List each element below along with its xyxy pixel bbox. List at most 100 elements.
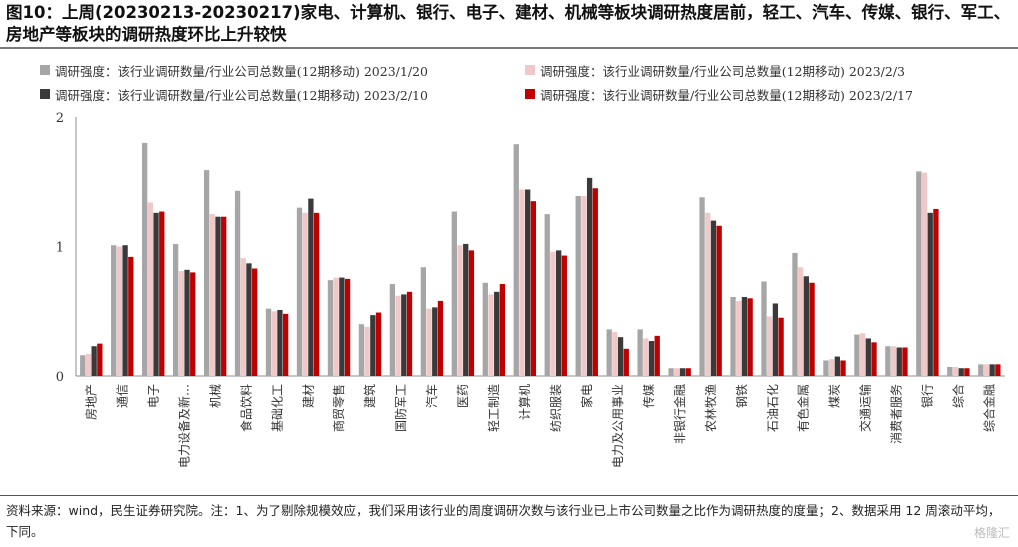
- bar-1-13: [482, 282, 488, 376]
- legend-row: 调研强度：该行业调研数量/行业公司总数量(12期移动) 2023/1/20 调研…: [40, 58, 1015, 82]
- bar-4-4: [221, 216, 227, 376]
- bar-4-3: [190, 272, 196, 376]
- bar-1-22: [761, 281, 767, 376]
- legend-swatch-series-3: [40, 89, 50, 99]
- bar-4-8: [344, 278, 351, 376]
- bar-4-0: [97, 343, 103, 376]
- bar-2-24: [828, 359, 835, 376]
- bar-2-1: [116, 246, 123, 376]
- bar-2-3: [178, 271, 184, 376]
- y-tick-label: 2: [56, 111, 64, 126]
- legend-label-series-3: 调研强度：该行业调研数量/行业公司总数量(12期移动) 2023/2/10: [55, 87, 428, 103]
- bar-2-6: [271, 311, 277, 376]
- bar-3-21: [741, 297, 748, 376]
- bar-1-11: [420, 267, 427, 376]
- bar-1-3: [172, 243, 179, 376]
- bar-2-14: [519, 189, 525, 376]
- legend-row: 调研强度：该行业调研数量/行业公司总数量(12期移动) 2023/2/10 调研…: [40, 82, 1015, 106]
- bar-2-12: [457, 245, 463, 376]
- bar-4-16: [592, 188, 598, 376]
- bar-1-18: [637, 329, 643, 376]
- bar-4-9: [375, 312, 382, 376]
- legend-swatch-series-2: [525, 65, 535, 75]
- footer-divider: [0, 495, 1018, 496]
- bar-1-29: [978, 364, 984, 376]
- bar-2-2: [147, 202, 154, 376]
- x-tick-label: 消费者服务: [889, 384, 904, 444]
- legend-swatch-series-1: [40, 65, 50, 75]
- bar-1-25: [854, 334, 860, 376]
- x-tick-label: 纺织服装: [549, 384, 563, 432]
- x-tick-label: 计算机: [517, 384, 532, 420]
- bar-1-1: [111, 245, 117, 376]
- bar-4-6: [282, 313, 289, 376]
- x-tick-label: 非银行金融: [672, 384, 687, 444]
- bar-4-14: [530, 201, 537, 376]
- bar-3-20: [710, 220, 717, 376]
- bar-2-28: [952, 366, 959, 376]
- x-tick-label: 国防军工: [393, 384, 408, 432]
- x-tick-label: 汽车: [424, 384, 439, 408]
- x-tick-label: 商贸零售: [331, 384, 346, 432]
- x-tick-label: 综合: [951, 384, 966, 408]
- bar-1-28: [947, 366, 953, 376]
- bar-chart: 0 1 2 房地产 通信 电子 电力设备及新… 机械 食品饮料 基础化工 建材 商贸零售 建筑 国防军工 汽…: [56, 111, 1005, 468]
- bar-3-2: [153, 212, 159, 376]
- bar-3-4: [215, 216, 221, 376]
- x-tick-label: 有色金属: [796, 384, 811, 432]
- bar-3-12: [463, 243, 469, 376]
- legend-swatch-series-4: [525, 89, 535, 99]
- bar-3-5: [246, 263, 252, 376]
- legend-item-series-4: 调研强度：该行业调研数量/行业公司总数量(12期移动) 2023/2/17: [525, 85, 1010, 104]
- bar-3-25: [865, 338, 871, 376]
- bar-1-20: [699, 197, 705, 376]
- bar-1-19: [668, 368, 674, 376]
- bar-2-7: [302, 212, 308, 376]
- bar-4-23: [809, 282, 815, 376]
- bar-3-29: [989, 364, 995, 376]
- bar-2-10: [395, 295, 401, 376]
- bar-4-26: [902, 347, 908, 376]
- bar-3-28: [958, 368, 964, 376]
- legend-label-series-2: 调研强度：该行业调研数量/行业公司总数量(12期移动) 2023/2/3: [540, 63, 905, 79]
- bar-3-1: [122, 245, 128, 376]
- bar-1-5: [234, 190, 241, 376]
- bar-2-8: [333, 277, 339, 376]
- bar-4-19: [685, 368, 691, 376]
- x-tick-label: 房地产: [83, 384, 98, 420]
- legend-label-series-1: 调研强度：该行业调研数量/行业公司总数量(12期移动) 2023/1/20: [55, 63, 428, 79]
- x-tick-label: 农林牧渔: [704, 384, 718, 432]
- bar-1-15: [544, 214, 550, 376]
- bar-3-0: [91, 346, 97, 376]
- x-tick-label: 电力及公用事业: [611, 384, 625, 468]
- x-tick-label: 基础化工: [270, 384, 284, 432]
- bar-4-10: [406, 291, 413, 376]
- bar-1-23: [792, 252, 798, 376]
- bar-3-15: [555, 250, 562, 376]
- bar-2-15: [550, 251, 556, 376]
- x-tick-label: 机械: [207, 384, 222, 408]
- bar-2-20: [705, 212, 711, 376]
- x-tick-label: 电子: [146, 384, 160, 408]
- bar-1-24: [823, 360, 829, 376]
- bar-4-22: [778, 317, 784, 376]
- bar-1-16: [575, 195, 581, 376]
- bar-4-17: [623, 348, 629, 376]
- bar-1-21: [730, 297, 736, 376]
- bar-1-26: [885, 346, 891, 376]
- bar-1-6: [265, 308, 272, 376]
- bar-4-24: [840, 360, 846, 376]
- bar-1-27: [916, 171, 922, 376]
- bar-3-13: [494, 291, 500, 376]
- bar-3-16: [586, 177, 593, 376]
- bar-2-0: [85, 353, 92, 376]
- x-tick-label: 建材: [301, 384, 315, 408]
- bar-4-7: [313, 212, 320, 376]
- bar-4-11: [437, 300, 444, 376]
- bar-2-22: [767, 316, 773, 376]
- bar-2-18: [643, 338, 649, 376]
- bar-1-12: [451, 211, 457, 376]
- bar-3-6: [277, 309, 283, 376]
- bar-1-17: [606, 329, 612, 376]
- x-tick-label: 家电: [579, 384, 594, 408]
